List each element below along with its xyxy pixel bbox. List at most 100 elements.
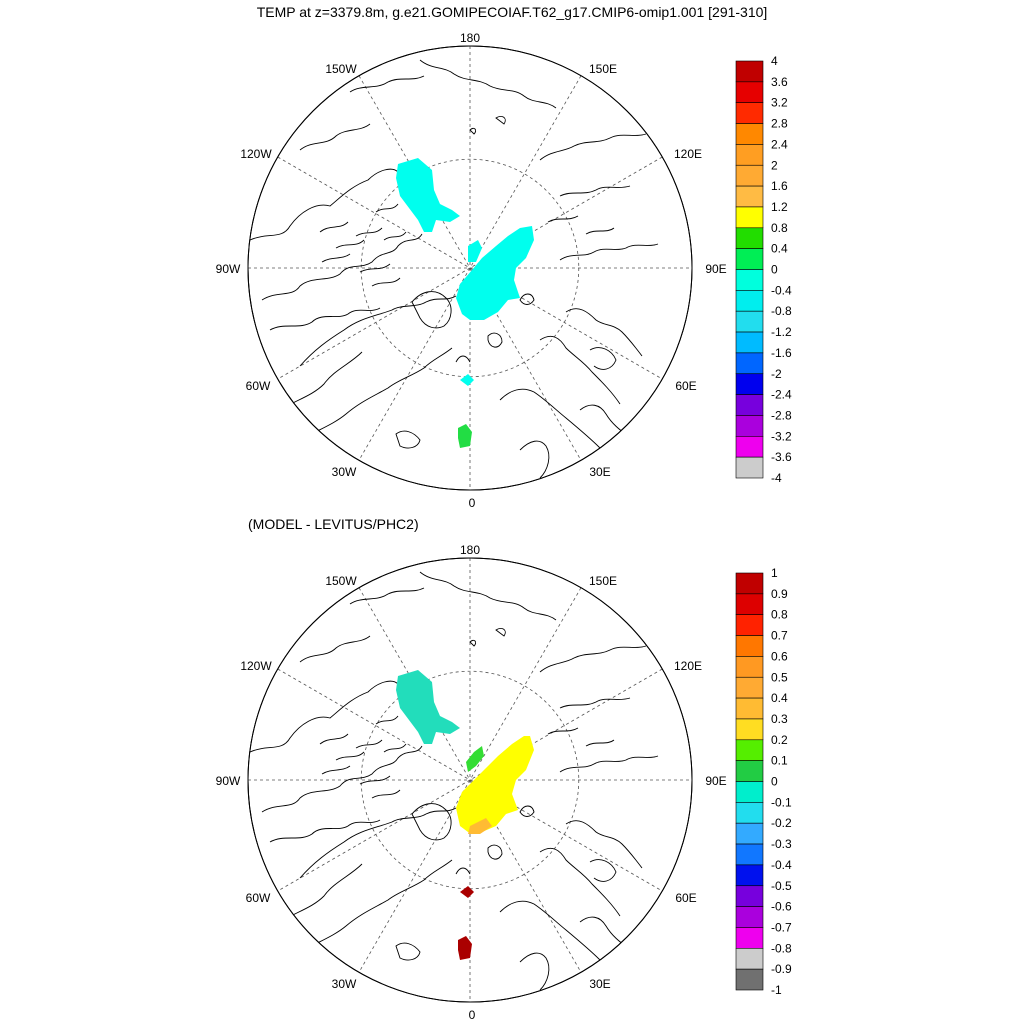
top-label-0: 0 [469, 496, 476, 510]
colorbar-tick-label: -1 [771, 983, 782, 997]
bottom-yellow-region-eurasian-basin [456, 736, 534, 832]
top-label-30e: 30E [589, 465, 610, 479]
bottom-teal-region-canada-basin [396, 670, 460, 744]
bottom-darkred-region-fram-strait [460, 886, 474, 898]
bottom-colorbar: 1 0.9 0.8 0.7 0.6 0.5 0.4 0.3 0.2 0.1 0 -0.1 -0.2 -0.… [735, 566, 792, 997]
colorbar-tick-label: 0 [771, 263, 778, 277]
colorbar-swatch [735, 164, 764, 187]
colorbar-tick-label: -0.5 [771, 879, 792, 893]
colorbar-swatch [735, 781, 764, 803]
colorbar-swatch [735, 60, 764, 83]
top-label-30w: 30W [332, 465, 357, 479]
bottom-label-120e: 120E [674, 659, 702, 673]
top-label-60e: 60E [675, 379, 696, 393]
colorbar-swatch [735, 947, 764, 970]
bottom-label-150w: 150W [325, 574, 357, 588]
colorbar-tick-label: -1.2 [771, 325, 792, 339]
bottom-label-90e: 90E [705, 774, 726, 788]
colorbar-swatch [735, 290, 764, 312]
colorbar-tick-label: -0.2 [771, 816, 792, 830]
top-colorbar: 4 3.6 3.2 2.8 2.4 2 1.6 1.2 0.8 0.4 0 -0.4 -0.8 -1.2 -… [735, 54, 792, 485]
colorbar-swatch [735, 697, 764, 720]
colorbar-swatch [735, 906, 764, 928]
colorbar-tick-label: -2.8 [771, 408, 792, 422]
top-cyan-region-eurasian-basin [456, 226, 534, 320]
colorbar-swatch [735, 739, 764, 761]
bottom-label-60e: 60E [675, 891, 696, 905]
colorbar-tick-label: 1 [771, 566, 778, 580]
colorbar-swatch [735, 593, 764, 615]
colorbar-tick-label: -3.6 [771, 450, 792, 464]
colorbar-tick-label: 0.4 [771, 242, 788, 256]
colorbar-tick-label: -3.2 [771, 429, 792, 443]
colorbar-tick-label: 2.8 [771, 117, 788, 131]
colorbar-tick-label: -0.7 [771, 920, 792, 934]
meridian-line [277, 156, 663, 380]
colorbar-tick-label: -0.9 [771, 962, 792, 976]
bottom-label-180: 180 [460, 543, 480, 557]
colorbar-tick-label: 3.6 [771, 75, 788, 89]
colorbar-tick-label: -4 [771, 471, 782, 485]
colorbar-tick-label: 0.2 [771, 733, 788, 747]
colorbar-swatch [735, 144, 764, 166]
bottom-orange-region [468, 818, 492, 834]
colorbar-tick-label: 0.8 [771, 608, 788, 622]
colorbar-swatch [735, 456, 764, 479]
top-label-150e: 150E [589, 62, 617, 76]
colorbar-tick-label: 0.9 [771, 587, 788, 601]
top-data-fields [396, 158, 534, 448]
colorbar-tick-label: 4 [771, 54, 778, 68]
colorbar-tick-label: 1.2 [771, 200, 788, 214]
colorbar-tick-label: -0.1 [771, 795, 792, 809]
top-label-150w: 150W [325, 62, 357, 76]
bottom-label-120w: 120W [240, 659, 272, 673]
top-label-60w: 60W [246, 379, 271, 393]
bottom-data-fields [396, 670, 534, 960]
colorbar-tick-label: 0.8 [771, 221, 788, 235]
colorbar-tick-label: -0.4 [771, 858, 792, 872]
colorbar-swatch [735, 123, 764, 145]
colorbar-swatch [735, 435, 764, 458]
colorbar-swatch [735, 269, 764, 291]
colorbar-tick-label: 0 [771, 775, 778, 789]
colorbar-tick-label: -2 [771, 367, 782, 381]
colorbar-swatch [735, 718, 764, 741]
colorbar-swatch [735, 843, 764, 866]
colorbar-tick-label: 0.1 [771, 754, 788, 768]
top-cyan-region-fram-strait [460, 374, 474, 386]
top-label-120e: 120E [674, 147, 702, 161]
colorbar-swatch [735, 352, 764, 375]
colorbar-swatch [735, 185, 764, 208]
bottom-label-90w: 90W [216, 774, 241, 788]
colorbar-tick-label: 0.6 [771, 649, 788, 663]
colorbar-swatch [735, 572, 764, 595]
colorbar-swatch [735, 656, 764, 678]
colorbar-swatch [735, 227, 764, 249]
colorbar-swatch [735, 331, 764, 354]
top-label-180: 180 [460, 31, 480, 45]
bottom-label-60w: 60W [246, 891, 271, 905]
colorbar-swatch [735, 802, 764, 824]
top-label-120w: 120W [240, 147, 272, 161]
colorbar-tick-label: 3.2 [771, 96, 788, 110]
colorbar-tick-label: -0.3 [771, 837, 792, 851]
colorbar-tick-label: 2 [771, 158, 778, 172]
colorbar-swatch [735, 206, 764, 229]
colorbar-swatch [735, 394, 764, 416]
top-label-90e: 90E [705, 262, 726, 276]
top-coastlines [249, 59, 659, 479]
top-cyan-region-canada-basin [396, 158, 460, 232]
top-green-region-norwegian-sea [458, 424, 472, 448]
colorbar-swatch [735, 822, 764, 845]
colorbar-tick-label: -0.8 [771, 304, 792, 318]
bottom-label-30e: 30E [589, 977, 610, 991]
top-cyan-region-small-fragment [468, 240, 482, 262]
bottom-coastlines [249, 571, 659, 991]
colorbar-tick-label: 2.4 [771, 137, 788, 151]
bottom-polar-map: 180 0 150W 120W 90W 60W 30W 150E 120E 90… [216, 543, 727, 1022]
colorbar-swatch [735, 373, 764, 395]
meridian-line [277, 668, 663, 892]
colorbar-tick-label: 0.4 [771, 691, 788, 705]
bottom-green-region [466, 746, 484, 772]
colorbar-swatch [735, 415, 764, 437]
